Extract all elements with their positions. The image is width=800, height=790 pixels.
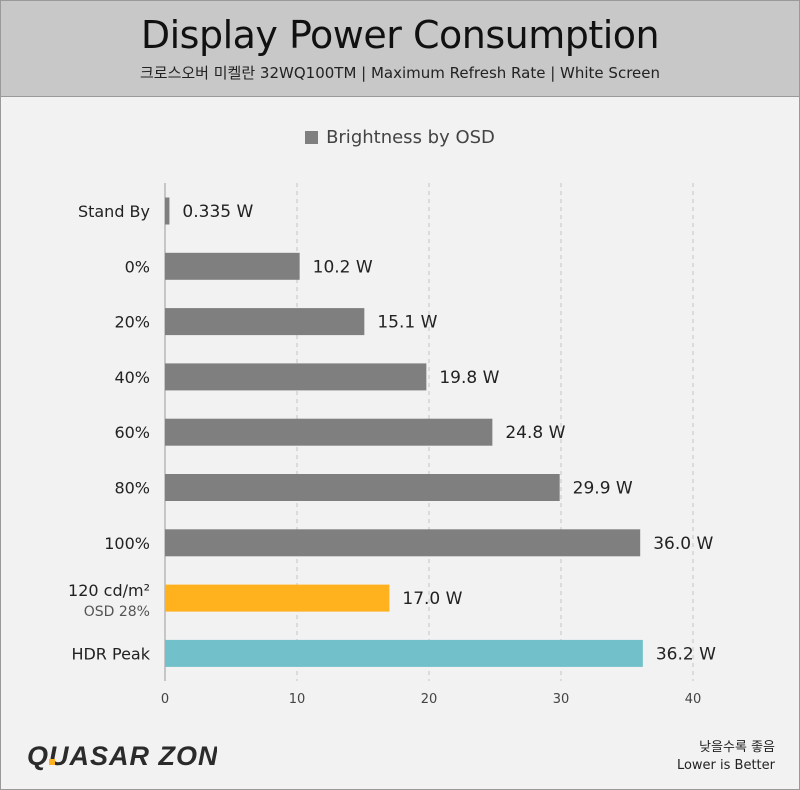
bar [165,529,641,557]
lower-is-better-note: 낮을수록 좋음 Lower is Better [677,739,775,775]
category-label: Stand By [78,202,150,221]
bar-chart: 0 10 20 30 40 0.335 W Stand By 10.2 W 0% 15.1 W 20… [68,183,716,707]
value-label: 29.9 W [573,479,633,499]
value-label: 17.0 W [402,589,462,609]
quasarzone-logo-mark: QUASAR ZONE [27,741,237,771]
legend-swatch [305,131,319,144]
bar [165,474,560,501]
chart-title: Display Power Consumption [140,13,660,57]
category-label: HDR Peak [71,644,150,663]
bar [165,363,427,391]
svg-text:QUASAR ZONE: QUASAR ZONE [27,741,217,771]
x-tick-label: 20 [421,692,438,707]
bar [165,197,170,225]
note-korean: 낮을수록 좋음 [699,740,775,755]
bar [165,418,493,446]
category-label: 80% [114,479,150,498]
category-label: 60% [114,423,150,442]
bar [165,584,390,612]
note-english: Lower is Better [676,758,775,773]
value-label: 19.8 W [439,368,499,388]
value-label: 10.2 W [313,257,373,277]
value-label: 15.1 W [377,313,437,333]
legend-label: Brightness by OSD [326,127,495,148]
x-tick-label: 10 [289,692,306,707]
value-label: 36.0 W [653,534,713,554]
bar [165,252,300,280]
quasarzone-logo: QUASAR ZONE [27,737,237,773]
category-label: 20% [114,313,150,332]
category-label: 40% [114,368,150,387]
value-label: 36.2 W [656,644,716,664]
x-tick-label: 30 [553,692,570,707]
bar [165,308,365,336]
category-label: 120 cd/m² [68,581,150,600]
category-label: 100% [104,534,150,553]
value-label: 24.8 W [505,423,565,443]
category-sublabel: OSD 28% [84,604,150,620]
header-band: Display Power Consumption 크로스오버 미켈란 32WQ… [1,1,799,97]
x-tick-label: 0 [161,692,169,707]
chart-subtitle: 크로스오버 미켈란 32WQ100TM | Maximum Refresh Ra… [139,64,660,82]
legend: Brightness by OSD [1,127,799,148]
category-label: 0% [125,257,150,276]
x-tick-label: 40 [685,692,702,707]
bar [165,639,643,667]
value-label: 0.335 W [182,202,253,222]
